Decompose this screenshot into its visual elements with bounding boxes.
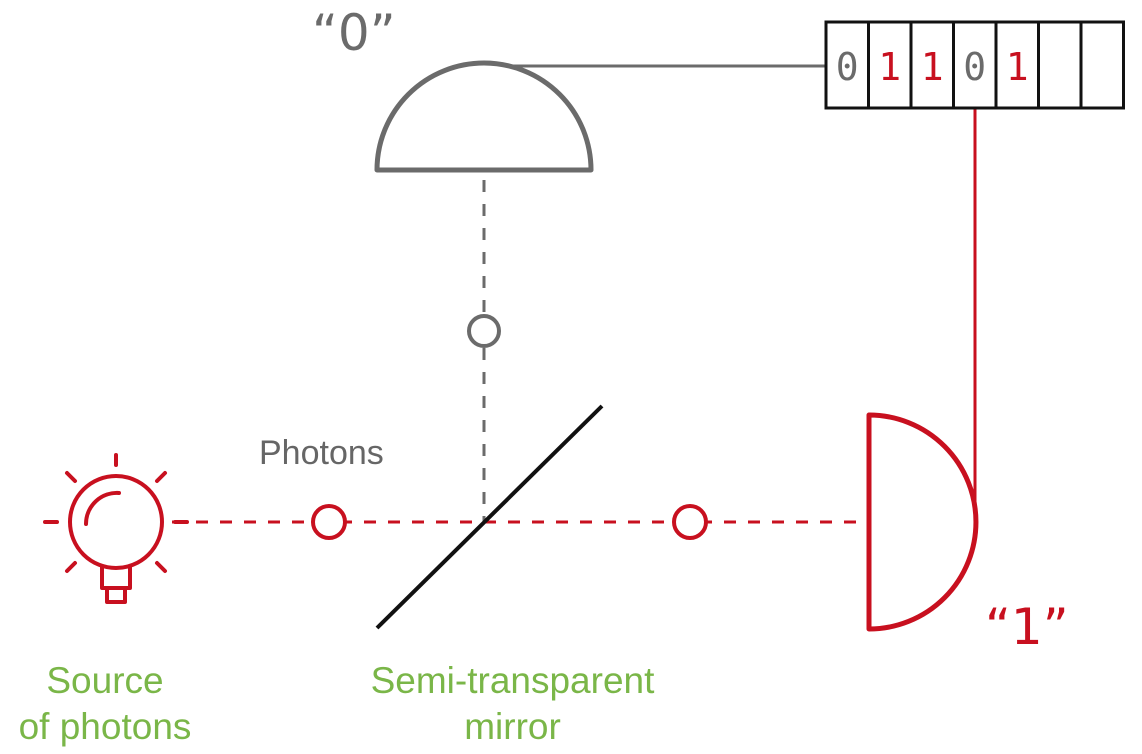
register-cell xyxy=(952,20,998,110)
transmitted-photon xyxy=(672,504,708,540)
register-cell xyxy=(1079,20,1125,110)
mirror-label: Semi-transparent mirror xyxy=(340,658,685,750)
reflected-photon xyxy=(467,314,501,348)
photons-label: Photons xyxy=(259,434,384,472)
detector-one xyxy=(866,412,979,632)
source-label: Source of photons xyxy=(0,658,210,750)
register-cell xyxy=(824,20,870,110)
source-label-line1: Source xyxy=(46,660,164,701)
detector-one-label: “1” xyxy=(985,598,1069,656)
incoming-photon xyxy=(311,504,347,540)
light-bulb-icon xyxy=(43,453,189,604)
semi-transparent-mirror xyxy=(375,404,604,630)
detector-zero-label: “0” xyxy=(312,4,396,62)
register-cell xyxy=(994,20,1040,110)
register-bit: 0 xyxy=(963,45,986,89)
source-label-line2: of photons xyxy=(18,706,192,747)
mirror-label-line2: mirror xyxy=(464,706,561,747)
register-bit: 0 xyxy=(836,45,859,89)
register-bit: 1 xyxy=(921,45,944,89)
detector-zero xyxy=(374,60,594,173)
register-bit: 1 xyxy=(1006,45,1029,89)
mirror-label-line1: Semi-transparent xyxy=(370,660,655,701)
register-bit: 1 xyxy=(878,45,901,89)
register-cell xyxy=(1037,20,1083,110)
